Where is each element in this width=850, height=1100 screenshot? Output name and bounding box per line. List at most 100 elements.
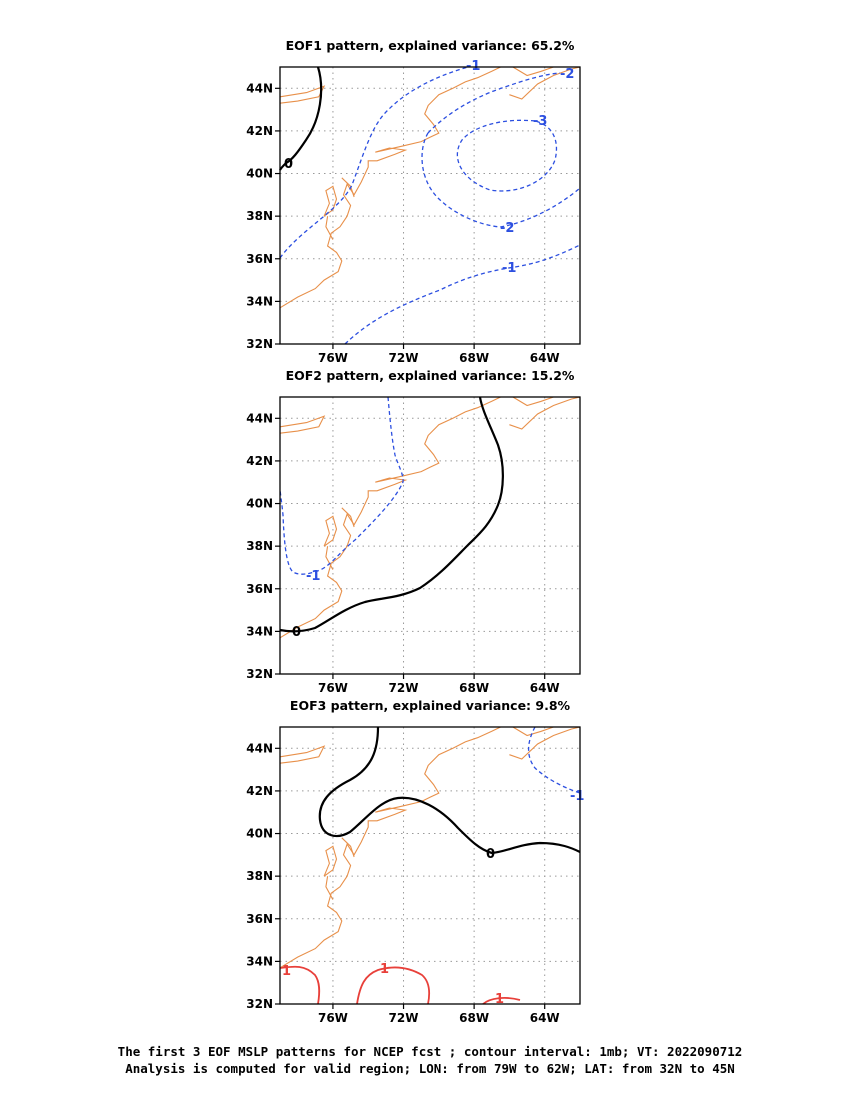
contour-pos1-b — [356, 966, 430, 1005]
contour-zero — [279, 66, 323, 171]
lon-tick-label: 76W — [318, 681, 348, 695]
lat-tick-label: 32N — [246, 997, 273, 1011]
coastline-segment — [512, 396, 554, 407]
axis-ticks: 44N 42N 40N 38N 36N 34N 32N 76W 72W 68W 64W — [246, 411, 559, 695]
contour-label: -1 — [502, 261, 516, 276]
contour-zero — [318, 726, 581, 855]
contour-neg1 — [279, 396, 404, 575]
lat-tick-label: 34N — [246, 954, 273, 968]
lon-tick-label: 72W — [389, 351, 419, 365]
coastline-segment — [512, 726, 554, 737]
contour-neg1-south — [344, 244, 581, 345]
contour-neg2-south — [421, 132, 581, 228]
contour-neg3 — [456, 119, 558, 192]
lon-tick-label: 76W — [318, 351, 348, 365]
lat-tick-label: 38N — [246, 209, 273, 223]
map-frame — [279, 726, 581, 1005]
lat-tick-label: 44N — [246, 411, 273, 425]
lon-tick-label: 68W — [459, 1011, 489, 1025]
eof1-map: -1 -2 -3 -2 -1 0 44N42N40N38N36N34N32N76… — [246, 59, 581, 365]
eof2-map: -1 0 44N 42N 40N 38N 36N 34N 32N 76W 72W 68W 64W — [246, 396, 581, 695]
figure-caption: The first 3 EOF MSLP patterns for NCEP f… — [0, 1043, 850, 1077]
contour-pos1-a — [279, 965, 321, 1005]
eof3-panel: EOF3 pattern, explained variance: 9.8% -… — [0, 660, 850, 1025]
lat-tick-label: 36N — [246, 252, 273, 266]
contour-label: 0 — [284, 157, 293, 172]
coastline-segment — [509, 66, 581, 100]
axis-ticks: 44N 42N 40N 38N 36N 34N 32N 76W 72W 68W 64W — [246, 81, 559, 365]
lat-tick-label: 32N — [246, 667, 273, 681]
coastline-segment — [509, 726, 581, 760]
caption-line-2: Analysis is computed for valid region; L… — [125, 1061, 735, 1076]
contour-label: 1 — [495, 992, 504, 1007]
coastline-segment — [279, 415, 326, 434]
lon-tick-label: 64W — [530, 351, 560, 365]
coastline — [279, 66, 581, 309]
map-frame — [279, 396, 581, 675]
map-grid — [280, 67, 580, 344]
eof1-panel: EOF1 pattern, explained variance: 65.2% … — [0, 0, 850, 365]
coastline-segment — [323, 845, 338, 877]
contour-neg1 — [279, 66, 469, 259]
lat-tick-label: 42N — [246, 784, 273, 798]
coastline-segment — [325, 216, 334, 240]
lat-tick-label: 42N — [246, 124, 273, 138]
lat-tick-label: 38N — [246, 869, 273, 883]
coastline-segment — [325, 876, 334, 900]
lon-tick-label: 64W — [530, 1011, 560, 1025]
lat-tick-label: 42N — [246, 454, 273, 468]
coastline — [279, 726, 581, 969]
lat-tick-label: 32N — [246, 337, 273, 351]
coastline-segment — [325, 546, 334, 570]
lat-tick-label: 40N — [246, 167, 273, 181]
coastline-segment — [509, 396, 581, 430]
lat-tick-label: 36N — [246, 912, 273, 926]
coastline-segment — [341, 837, 355, 858]
map-grid — [280, 727, 580, 1004]
lon-tick-label: 68W — [459, 681, 489, 695]
lat-tick-label: 36N — [246, 582, 273, 596]
coastline-segment — [279, 745, 326, 764]
coastline — [279, 396, 581, 639]
lon-tick-label: 72W — [389, 681, 419, 695]
map-grid — [280, 397, 580, 674]
coastline-segment — [323, 515, 338, 547]
contour-label: 0 — [486, 847, 495, 862]
coastline-segment — [323, 185, 338, 217]
contour-label: -2 — [560, 67, 574, 82]
map-frame — [279, 66, 581, 345]
contour-label: -2 — [500, 221, 514, 236]
lat-tick-label: 40N — [246, 497, 273, 511]
coastline-segment — [341, 177, 355, 198]
eof3-title: EOF3 pattern, explained variance: 9.8% — [289, 698, 571, 713]
coastline-segment — [279, 396, 501, 639]
lon-tick-label: 68W — [459, 351, 489, 365]
coastline-segment — [512, 66, 554, 77]
contour-label: 1 — [380, 962, 389, 977]
contour-neg1 — [527, 726, 581, 794]
contour-zero — [279, 396, 504, 633]
lat-tick-label: 44N — [246, 741, 273, 755]
contour-label: -1 — [570, 789, 584, 804]
lat-tick-label: 40N — [246, 827, 273, 841]
caption-line-1: The first 3 EOF MSLP patterns for NCEP f… — [117, 1044, 743, 1059]
lat-tick-label: 38N — [246, 539, 273, 553]
coastline-segment — [279, 726, 501, 969]
contour-label: 0 — [292, 625, 301, 640]
eof2-panel: EOF2 pattern, explained variance: 15.2% … — [0, 330, 850, 695]
coastline-segment — [279, 66, 501, 309]
contour-label: -1 — [306, 569, 320, 584]
lat-tick-label: 34N — [246, 294, 273, 308]
contour-pos1-c — [482, 997, 521, 1005]
lon-tick-label: 72W — [389, 1011, 419, 1025]
eof3-map: -1 0 1 1 1 44N 42N 40N 38N 36N 34N 32N 76W 72W 68… — [246, 726, 584, 1025]
lat-tick-label: 34N — [246, 624, 273, 638]
contour-label: 1 — [282, 964, 291, 979]
lon-tick-label: 76W — [318, 1011, 348, 1025]
coastline-segment — [341, 507, 355, 528]
contour-label: -3 — [533, 114, 547, 129]
eof2-title: EOF2 pattern, explained variance: 15.2% — [285, 368, 575, 383]
axis-ticks: 44N 42N 40N 38N 36N 34N 32N 76W 72W 68W 64W — [246, 741, 559, 1025]
lon-tick-label: 64W — [530, 681, 560, 695]
eof1-title: EOF1 pattern, explained variance: 65.2% — [285, 38, 575, 53]
